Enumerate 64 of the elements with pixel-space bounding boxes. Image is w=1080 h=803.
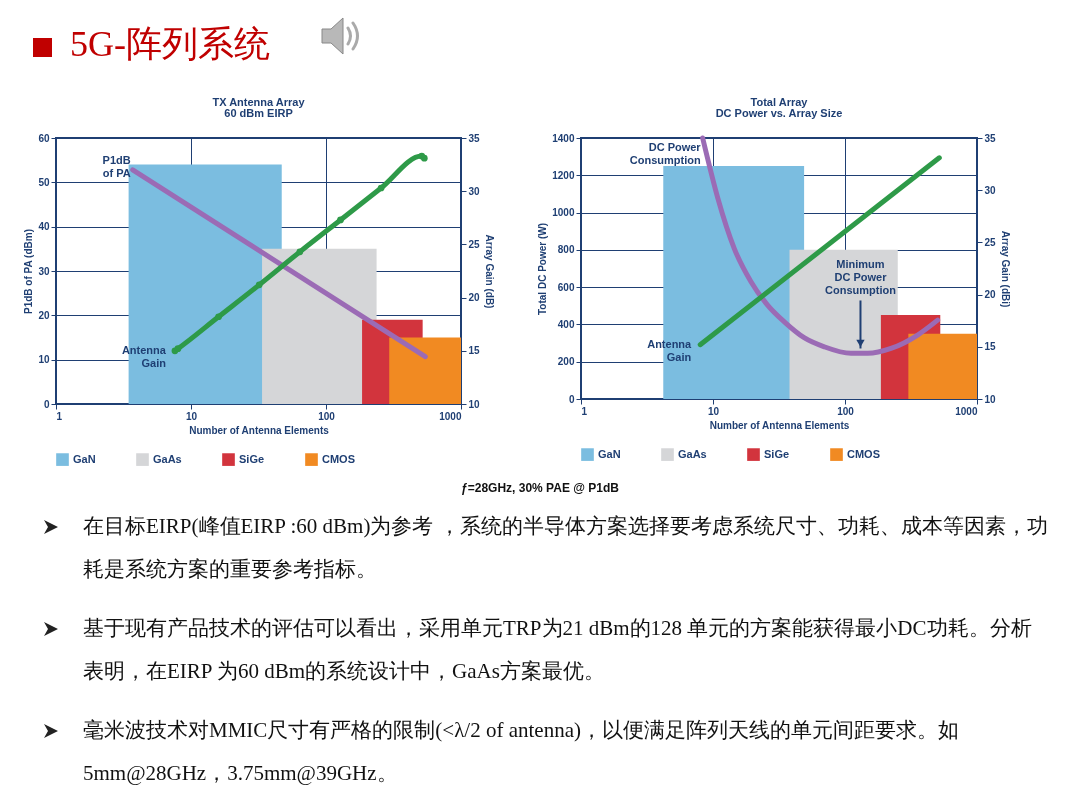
y2-axis-title: Array Gain (dBi): [999, 230, 1011, 308]
y2-tick-label: 20: [468, 292, 481, 304]
y2-tick-label: 30: [468, 185, 481, 197]
legend-label: GaAs: [678, 447, 707, 460]
y-tick-label: 60: [38, 132, 50, 144]
y2-axis-title: Array Gain (dB): [483, 234, 495, 309]
y2-tick-label: 10: [984, 393, 997, 405]
y-tick-label: 40: [38, 221, 50, 233]
x-axis-title: Number of Antenna Elements: [709, 419, 850, 431]
legend-label: SiGe: [239, 452, 265, 465]
x-tick-label: 1000: [439, 410, 462, 422]
y-tick-label: 800: [557, 244, 575, 256]
text: ƒ=28GHz, 30% PAE @ P1dB: [460, 481, 620, 495]
annotation: Minimum DC Power Consumption: [825, 258, 897, 297]
y-tick-label: 0: [43, 398, 50, 410]
y-tick-label: 30: [38, 265, 50, 277]
x-tick-label: 100: [318, 410, 336, 422]
y-tick-label: 10: [38, 354, 50, 366]
y2-tick-label: 30: [984, 184, 997, 196]
y-tick-label: 600: [557, 281, 575, 293]
chart-title: TX Antenna Array: [212, 96, 306, 108]
y-tick-label: 400: [557, 318, 575, 330]
y2-tick-label: 25: [984, 236, 997, 248]
x-tick-label: 1: [56, 410, 63, 422]
x-tick-label: 10: [185, 410, 198, 422]
point: [255, 281, 263, 289]
y-tick-label: 0: [568, 393, 575, 405]
point: [337, 216, 344, 224]
y2-tick-label: 25: [468, 238, 481, 250]
y2-tick-label: 15: [984, 341, 997, 353]
legend-label: GaN: [73, 452, 96, 465]
y-tick-label: 50: [38, 176, 50, 188]
y2-tick-label: 35: [468, 132, 481, 144]
point: [215, 313, 222, 321]
y-tick-label: 1400: [552, 132, 575, 144]
legend-label: SiGe: [764, 447, 790, 460]
legend-label: GaAs: [153, 452, 182, 465]
text: 基于现有产品技术的评估可以看出，采用单元TRP为21 dBm的128 单元的方案能获得最小DC功耗。分析表明，在EIRP 为60 dBm的系统设计中，GaAs方案最优。: [82, 615, 1033, 685]
y-tick-label: 20: [38, 309, 50, 321]
y-axis-title: P1dB of PA (dBm): [23, 229, 35, 314]
y2-tick-label: 15: [468, 345, 481, 357]
text: 毫米波技术对MMIC尺寸有严格的限制(<λ/2 of antenna)，以便满足阵列天线的单元间距要求。如5mm@28GHz，3.75mm@39GHz。: [82, 717, 960, 787]
x-tick-label: 10: [707, 405, 720, 417]
legend-label: GaN: [598, 447, 621, 460]
x-tick-label: 100: [837, 405, 855, 417]
text: 在目标EIRP(峰值EIRP :60 dBm)为参考 ，系统的半导体方案选择要考虑系统尺寸、功耗、成本等因素，功耗是系统方案的重要参考指标。: [82, 513, 1049, 583]
y-tick-label: 1000: [552, 207, 575, 219]
chart-title: Total Array: [750, 96, 809, 108]
x-tick-label: 1: [581, 405, 588, 417]
chart-subtitle: 60 dBm EIRP: [224, 107, 293, 119]
y-tick-label: 200: [557, 356, 575, 368]
point: [377, 184, 385, 192]
text: 5G-阵列系统: [70, 23, 270, 66]
x-tick-label: 1000: [955, 405, 978, 417]
chart-subtitle: DC Power vs. Array Size: [715, 107, 843, 119]
legend-label: CMOS: [847, 447, 880, 460]
series-label: DC Power Consumption: [629, 141, 702, 166]
y2-tick-label: 35: [984, 132, 997, 144]
x-axis-title: Number of Antenna Elements: [189, 424, 330, 436]
point: [296, 248, 304, 256]
y-axis-title: Total DC Power (W): [537, 222, 549, 316]
y2-tick-label: 20: [984, 289, 997, 301]
y-tick-label: 1200: [552, 169, 575, 181]
legend-label: CMOS: [322, 452, 355, 465]
